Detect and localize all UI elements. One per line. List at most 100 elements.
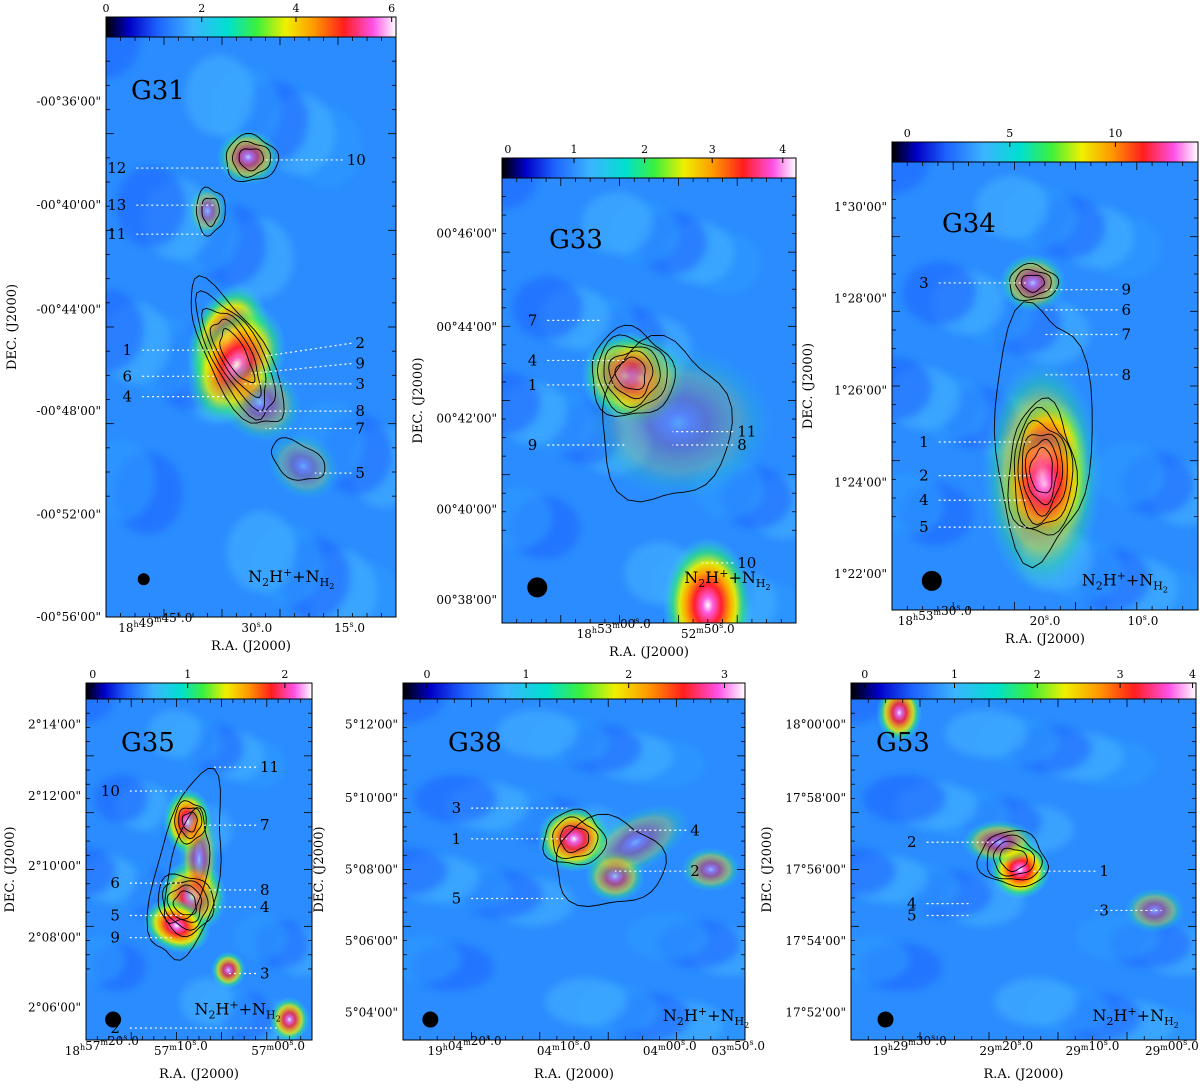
colorbar-tick-label: 0 [904, 127, 911, 140]
colorbar-tick-label: 6 [388, 2, 395, 15]
tracer-label: N2H++NH2 [194, 998, 280, 1023]
source-label: 4 [919, 491, 929, 509]
colorbar [850, 682, 1197, 700]
region-title: G34 [942, 209, 996, 239]
emission-peak [266, 432, 340, 501]
y-tick-label: -00°44'00" [36, 303, 101, 317]
x-axis-label: R.A. (J2000) [211, 639, 291, 654]
x-axis-label: R.A. (J2000) [1005, 632, 1085, 647]
contour-line [219, 328, 256, 384]
y-tick-label: 00°44'00" [436, 320, 497, 334]
source-label: 6 [123, 367, 133, 385]
region-title: G38 [448, 728, 502, 758]
source-label: 1 [1099, 862, 1109, 880]
y-tick-label: 2°12'00" [28, 789, 81, 803]
beam-marker [877, 1011, 894, 1028]
source-label: 1 [919, 433, 929, 451]
source-label: 7 [528, 311, 538, 329]
colorbar-tick-label: 1 [523, 668, 530, 681]
source-label: 3 [1099, 901, 1109, 919]
intensity-map [403, 699, 745, 1040]
colorbar [85, 682, 313, 700]
colorbar-tick-label: 5 [1006, 127, 1013, 140]
colorbar-tick-label: 2 [1034, 668, 1041, 681]
x-tick-label: 03m50s.0 [711, 1038, 765, 1058]
y-axis-label: DEC. (J2000) [411, 357, 426, 443]
y-tick-label: 17°52'00" [785, 1006, 846, 1020]
contour-line [986, 834, 1043, 881]
contour-line [146, 767, 222, 961]
colorbar-tick-label: 0 [504, 143, 511, 156]
source-label: 11 [107, 225, 126, 243]
source-label: 1 [452, 830, 462, 848]
emission-peak [662, 536, 754, 623]
y-tick-label: 2°10'00" [28, 859, 81, 873]
emission-peak [999, 253, 1067, 313]
y-tick-label: 5°12'00" [345, 718, 398, 732]
source-leader [250, 362, 352, 374]
colorbar [891, 141, 1199, 163]
region-title: G53 [876, 728, 930, 758]
contour-line [178, 807, 203, 840]
source-label: 4 [907, 895, 917, 913]
y-tick-label: 2°14'00" [28, 718, 81, 732]
contour-line [231, 140, 272, 178]
x-tick-label: 57m00s.0 [251, 1038, 305, 1058]
y-tick-label: 1°24'00" [834, 475, 887, 489]
contour-line [225, 133, 280, 183]
colorbar-tick-label: 3 [709, 143, 716, 156]
contour-line [195, 186, 226, 237]
colorbar-tick-label: 1 [184, 668, 191, 681]
colorbar-tick-label: 0 [89, 668, 96, 681]
contour-line [602, 334, 733, 503]
source-label: 7 [355, 420, 365, 438]
axis-ticks [851, 699, 1196, 1040]
contour-line [555, 813, 667, 907]
x-tick-label: 30s.0 [241, 620, 272, 635]
source-label: 4 [123, 388, 133, 406]
y-tick-label: -00°36'00" [36, 94, 101, 108]
beam-marker [105, 1011, 122, 1028]
emission-peak [580, 803, 691, 882]
emission-peak [269, 997, 310, 1040]
colorbar-tick-label: 1 [951, 668, 958, 681]
tracer-label: N2H++NH2 [1093, 1005, 1179, 1030]
panel-g38: 3 1 5 4 2 G38 N2H++NH2 0 1 2 3 19h04m20s.0 04m10s.0 0… [312, 668, 765, 1082]
intensity-map [851, 699, 1196, 1040]
y-tick-label: 1°30'00" [834, 200, 887, 214]
tracer-label: N2H++NH2 [684, 567, 770, 592]
y-tick-label: 1°28'00" [834, 292, 887, 306]
x-tick-label: 18h53m30s.0 [898, 603, 972, 628]
emission-peak [680, 846, 741, 893]
y-tick-label: -00°56'00" [36, 610, 101, 624]
source-label: 4 [690, 821, 700, 839]
source-label: 8 [355, 402, 365, 420]
beam-marker [137, 573, 150, 586]
contour-line [190, 275, 285, 424]
region-title: G35 [121, 728, 175, 758]
source-label: 12 [107, 159, 126, 177]
y-tick-label: -00°52'00" [36, 507, 101, 521]
y-tick-label: 2°08'00" [28, 931, 81, 945]
contour-line [1024, 438, 1059, 506]
colorbar-tick-label: 0 [423, 668, 430, 681]
source-label: 2 [355, 334, 365, 352]
region-title: G31 [131, 76, 185, 106]
source-label: 11 [260, 758, 279, 776]
contour-line [238, 148, 264, 172]
x-tick-label: 04m10s.0 [537, 1038, 591, 1058]
y-tick-label: 5°06'00" [345, 934, 398, 948]
intensity-map [86, 699, 312, 1040]
emission-peak [1124, 887, 1185, 933]
source-label: 3 [355, 375, 365, 393]
y-tick-label: 5°04'00" [345, 1006, 398, 1020]
emission-peak [210, 951, 246, 989]
source-label: 2 [919, 467, 929, 485]
source-label: 1 [123, 341, 133, 359]
axis-ticks [106, 37, 396, 617]
source-label: 2 [690, 862, 700, 880]
x-tick-label: 57m10s.0 [154, 1038, 208, 1058]
y-tick-label: 2°06'00" [28, 1001, 81, 1015]
